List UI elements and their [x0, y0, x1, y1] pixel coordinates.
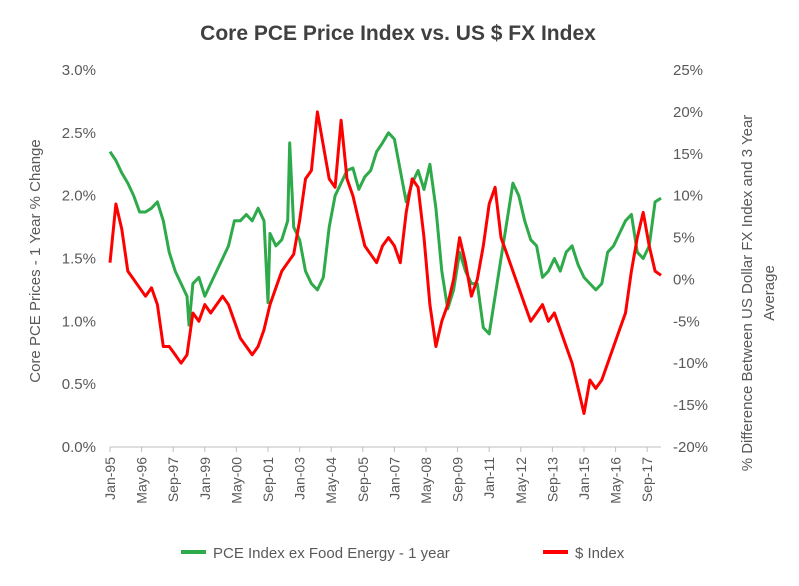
y-right-tick-label: -10% — [673, 355, 708, 372]
left-axis-label: Core PCE Prices - 1 Year % Change — [27, 139, 44, 382]
x-tick-label: Jan-11 — [481, 457, 497, 499]
x-tick-label: Sep-17 — [639, 457, 655, 502]
x-tick-labels: Jan-95 May-96 Sep-97 Jan-99 May-00 Sep-01 Jan-… — [102, 457, 655, 504]
x-tick-label: May-04 — [323, 457, 339, 504]
x-tick-label: May-00 — [228, 457, 244, 504]
x-tick-label: Jan-15 — [576, 457, 592, 500]
legend: PCE Index ex Food Energy - 1 year $ Inde… — [181, 545, 625, 562]
x-tick-label: Jan-99 — [197, 457, 213, 500]
x-tick-label: May-16 — [608, 457, 624, 504]
y-right-tick-labels: -20% -15% -10% -5% 0% 5% 10% 15% 20% 25% — [673, 62, 708, 456]
right-axis-label-line-1: % Difference Between US Dollar FX Index … — [739, 115, 756, 472]
y-left-tick-label: 2.5% — [62, 125, 96, 142]
y-left-tick-label: 3.0% — [62, 62, 96, 79]
x-tick-label: May-12 — [513, 457, 529, 504]
series-lines — [108, 110, 662, 415]
x-tick-label: Jan-07 — [386, 457, 402, 500]
y-left-tick-label: 0.5% — [62, 376, 96, 393]
series-line-pce — [108, 131, 662, 336]
x-tick-label: Sep-05 — [355, 457, 371, 502]
series-line-dollar-index — [108, 110, 662, 415]
x-tick-label: Sep-13 — [544, 457, 560, 502]
y-left-tick-label: 1.0% — [62, 313, 96, 330]
y-right-tick-label: -5% — [673, 313, 700, 330]
x-tick-label: May-96 — [134, 457, 150, 504]
chart-title: Core PCE Price Index vs. US $ FX Index — [200, 22, 596, 45]
y-right-tick-label: 10% — [673, 188, 703, 205]
x-tick-label: Sep-09 — [450, 457, 466, 502]
y-right-tick-label: 20% — [673, 104, 703, 121]
y-left-tick-label: 2.0% — [62, 188, 96, 205]
y-right-tick-label: 0% — [673, 271, 695, 288]
y-left-tick-label: 0.0% — [62, 439, 96, 456]
y-right-tick-label: 25% — [673, 62, 703, 79]
x-axis — [109, 446, 661, 452]
x-tick-label: Jan-95 — [102, 457, 118, 500]
left-axis-label-group: Core PCE Prices - 1 Year % Change — [27, 139, 44, 382]
y-right-tick-label: 5% — [673, 230, 695, 247]
right-axis-label-line-2: Average — [761, 265, 778, 321]
y-right-tick-label: -20% — [673, 439, 708, 456]
legend-label-dollar: $ Index — [575, 545, 625, 562]
y-right-tick-label: -15% — [673, 397, 708, 414]
y-right-tick-label: 15% — [673, 146, 703, 163]
x-tick-label: May-08 — [418, 457, 434, 504]
y-left-tick-labels: 0.0% 0.5% 1.0% 1.5% 2.0% 2.5% 3.0% — [62, 62, 96, 456]
legend-label-pce: PCE Index ex Food Energy - 1 year — [213, 545, 450, 562]
y-left-tick-label: 1.5% — [62, 251, 96, 268]
x-tick-label: Jan-03 — [292, 457, 308, 500]
x-tick-label: Sep-01 — [260, 457, 276, 502]
x-tick-label: Sep-97 — [165, 457, 181, 502]
right-axis-label-group: % Difference Between US Dollar FX Index … — [739, 115, 778, 472]
